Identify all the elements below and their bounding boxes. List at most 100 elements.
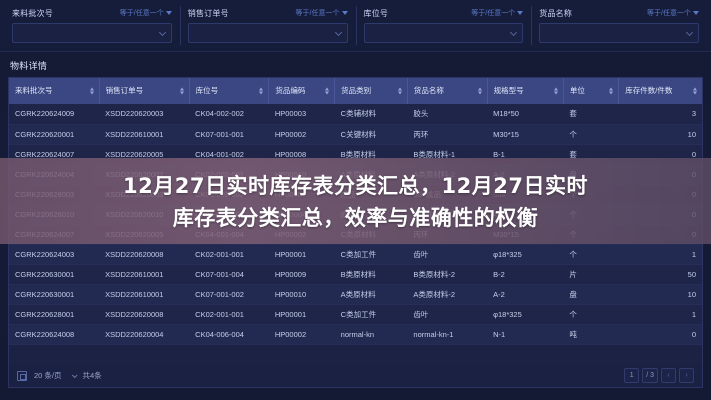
headline-line-1: 12月27日实时库存表分类汇总，12月27日实时	[123, 174, 588, 198]
table-cell: HP00002	[268, 324, 335, 345]
table-cell: CK02-001-001	[189, 304, 269, 325]
table-cell: CK07-001-001	[189, 124, 269, 145]
column-header-6[interactable]: 规格型号	[487, 78, 564, 104]
column-header-0[interactable]: 来料批次号	[9, 78, 100, 104]
chevron-down-icon	[341, 11, 348, 15]
chevron-down-icon	[693, 11, 699, 15]
page-size-select[interactable]: 20 条/页	[34, 370, 78, 381]
table-cell: HP00003	[268, 104, 335, 125]
table-cell: CGRK220630001	[9, 284, 100, 305]
table-cell: A类原材料	[334, 284, 408, 305]
filter-input-0[interactable]	[12, 23, 172, 43]
filter-operator-1[interactable]: 等于/任意一个	[296, 8, 348, 18]
filter-input-1[interactable]	[187, 23, 348, 43]
footer-left: 20 条/页 共4条	[17, 370, 102, 381]
table-cell: HP00009	[268, 264, 335, 285]
table-cell: HP00002	[268, 124, 335, 145]
column-header-label-5: 货品名称	[413, 85, 444, 95]
column-header-label-2: 库位号	[195, 85, 219, 95]
filter-input-3[interactable]	[539, 23, 699, 43]
chevron-down-icon	[165, 11, 172, 15]
table-cell: XSDD220620004	[99, 324, 190, 345]
table-cell: 1	[618, 244, 702, 265]
table-row[interactable]: CGRK220630001 XSDD220610001 CK07-001-004 HP…	[9, 264, 702, 285]
pagination-current-page[interactable]: 1	[624, 368, 640, 383]
chevron-down-icon	[334, 28, 342, 37]
filter-operator-0[interactable]: 等于/任意一个	[120, 8, 172, 18]
sort-icon[interactable]	[325, 87, 330, 95]
column-header-4[interactable]: 货品类别	[334, 78, 408, 104]
column-header-1[interactable]: 销售订单号	[99, 78, 190, 104]
table-cell: 吨	[563, 324, 619, 345]
filter-operator-text-3: 等于/任意一个	[647, 10, 691, 17]
sort-icon[interactable]	[89, 87, 94, 95]
sort-icon[interactable]	[693, 87, 697, 95]
filter-header-2: 库位号 等于/任意一个	[364, 6, 524, 20]
column-header-2[interactable]: 库位号	[189, 78, 270, 104]
table-cell: C类加工件	[334, 304, 408, 325]
table-cell: 50	[618, 264, 702, 285]
table-row[interactable]: CGRK220624003 XSDD220620008 CK02-001-001 HP…	[9, 244, 702, 265]
table-footer: 20 条/页 共4条 1 / 3 ‹ ›	[8, 364, 703, 388]
sort-icon[interactable]	[477, 87, 482, 95]
headline-overlay: 12月27日实时库存表分类汇总，12月27日实时 库存表分类汇总，效率与准确性的…	[0, 158, 711, 244]
pagination-prev-button[interactable]: ‹	[661, 368, 676, 383]
filter-group-0: 来料批次号 等于/任意一个	[4, 0, 180, 51]
column-header-8[interactable]: 库存件数/件数	[618, 78, 702, 104]
columns-settings-icon[interactable]	[17, 370, 27, 381]
sort-icon[interactable]	[397, 87, 402, 95]
filter-label-3: 货品名称	[539, 8, 573, 18]
table-cell: XSDD220610001	[99, 124, 190, 145]
table-cell: M18*50	[487, 104, 564, 125]
sort-icon[interactable]	[259, 87, 264, 95]
column-header-3[interactable]: 货品编码	[268, 78, 336, 104]
table-cell: CK04-006-004	[189, 324, 269, 345]
filter-input-2[interactable]	[363, 23, 524, 43]
table-cell: C类辅材料	[334, 104, 408, 125]
table-cell: 10	[618, 284, 702, 305]
table-row[interactable]: CGRK220620001 XSDD220610001 CK07-001-001 HP…	[9, 124, 702, 145]
filter-label-1: 销售订单号	[187, 8, 229, 18]
table-cell: 个	[563, 244, 619, 265]
table-cell: CK07-001-002	[189, 284, 269, 305]
section-title: 物料详情	[10, 61, 48, 71]
chevron-down-icon	[510, 28, 518, 37]
table-cell: φ18*325	[487, 244, 564, 265]
pagination-next-button[interactable]: ›	[679, 368, 694, 383]
table-cell: CK02-001-001	[189, 244, 269, 265]
table-cell: 套	[563, 104, 619, 125]
column-header-5[interactable]: 货品名称	[407, 78, 488, 104]
table-cell: CGRK220624008	[9, 324, 100, 345]
table-cell: normal-kn-1	[407, 324, 488, 345]
table-row[interactable]: CGRK220630001 XSDD220610001 CK07-001-002 HP…	[9, 284, 702, 305]
table-row[interactable]: CGRK220624009 XSDD220620003 CK04-002-002 HP…	[9, 104, 702, 125]
table-cell: XSDD220620008	[99, 244, 190, 265]
table-row[interactable]: CGRK220628001 XSDD220620008 CK02-001-001 HP…	[9, 304, 702, 325]
table-cell: 齿叶	[407, 244, 488, 265]
table-cell: XSDD220620003	[99, 104, 190, 125]
table-cell: HP00010	[268, 284, 335, 305]
table-cell: 胶头	[407, 104, 488, 125]
table-row[interactable]: CGRK220624008 XSDD220620004 CK04-006-004 HP…	[9, 324, 702, 345]
chevron-down-icon	[685, 28, 694, 37]
sort-icon[interactable]	[609, 87, 614, 95]
table-cell: 10	[618, 124, 702, 145]
filter-header-0: 来料批次号 等于/任意一个	[12, 6, 172, 20]
sort-icon[interactable]	[553, 87, 558, 95]
table-cell: C类加工件	[334, 244, 408, 265]
column-header-label-3: 货品编码	[275, 85, 306, 95]
column-header-7[interactable]: 单位	[563, 78, 620, 104]
table-cell: A类原材料-2	[407, 284, 488, 305]
filter-operator-2[interactable]: 等于/任意一个	[471, 8, 524, 18]
table-cell: 个	[563, 124, 619, 145]
filter-operator-3[interactable]: 等于/任意一个	[647, 8, 699, 18]
table-cell: CK07-001-004	[189, 264, 269, 285]
column-header-label-6: 规格型号	[493, 85, 524, 95]
table-cell: 3	[618, 104, 702, 125]
filter-label-0: 来料批次号	[12, 8, 53, 18]
column-header-label-1: 销售订单号	[105, 85, 144, 95]
table-cell: 齿叶	[407, 304, 488, 325]
sort-icon[interactable]	[179, 87, 184, 95]
table-cell: normal-kn	[334, 324, 408, 345]
